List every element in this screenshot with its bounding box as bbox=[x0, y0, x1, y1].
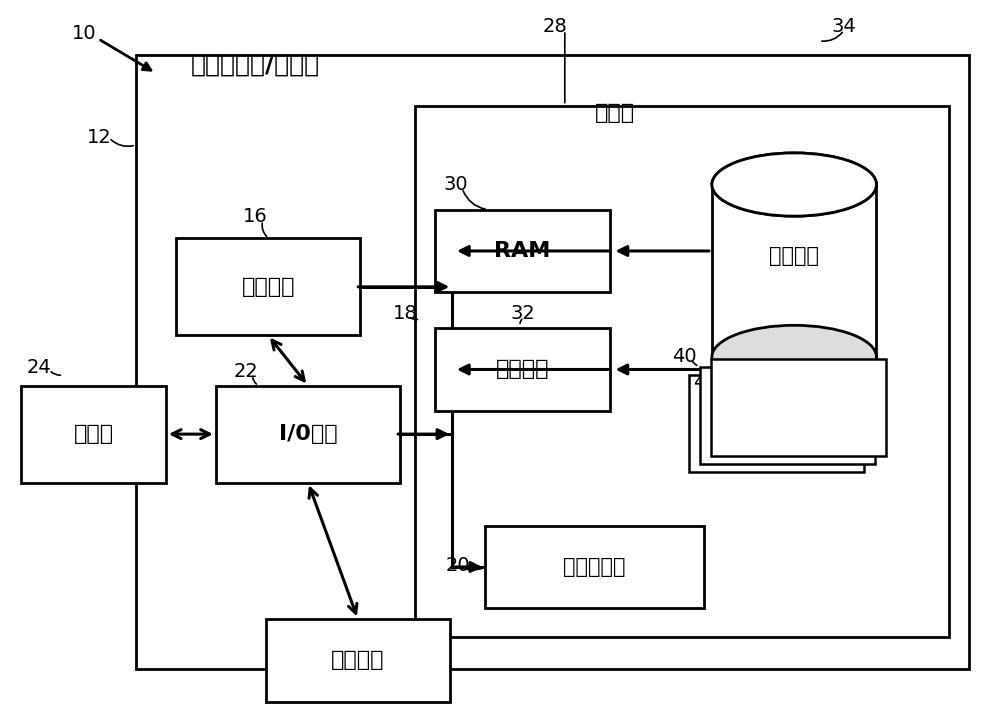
Text: 42: 42 bbox=[693, 373, 718, 392]
Bar bbox=[712, 185, 876, 357]
Text: 10: 10 bbox=[72, 25, 96, 43]
Bar bbox=[266, 619, 450, 702]
Text: 处理单元: 处理单元 bbox=[241, 277, 295, 297]
Text: 34: 34 bbox=[832, 17, 856, 36]
Text: 16: 16 bbox=[243, 208, 268, 226]
Bar bbox=[176, 239, 360, 335]
Ellipse shape bbox=[712, 325, 876, 389]
Text: 30: 30 bbox=[444, 175, 468, 194]
Text: 40: 40 bbox=[672, 348, 697, 366]
Text: 高速缓存: 高速缓存 bbox=[496, 360, 549, 379]
Text: RAM: RAM bbox=[494, 241, 551, 261]
Text: 网络适配器: 网络适配器 bbox=[563, 557, 626, 577]
Text: 显示器: 显示器 bbox=[74, 424, 114, 444]
Bar bbox=[485, 526, 704, 609]
Text: 12: 12 bbox=[87, 128, 111, 147]
Text: 22: 22 bbox=[233, 362, 258, 381]
Ellipse shape bbox=[712, 153, 876, 216]
Text: 存储器: 存储器 bbox=[595, 104, 635, 123]
Text: 计算机系统/服务器: 计算机系统/服务器 bbox=[191, 53, 320, 77]
Bar bbox=[700, 367, 875, 464]
Text: 存储系统: 存储系统 bbox=[769, 247, 819, 266]
Bar bbox=[689, 375, 864, 472]
Text: 24: 24 bbox=[27, 358, 52, 377]
Text: 32: 32 bbox=[511, 304, 535, 323]
Text: 18: 18 bbox=[393, 304, 418, 323]
Text: 20: 20 bbox=[446, 556, 470, 575]
Bar bbox=[136, 56, 969, 669]
Bar bbox=[21, 386, 166, 482]
Bar bbox=[415, 105, 949, 637]
Bar bbox=[711, 359, 886, 456]
Bar bbox=[435, 328, 610, 411]
Bar bbox=[216, 386, 400, 482]
Bar bbox=[435, 210, 610, 292]
Ellipse shape bbox=[712, 153, 876, 216]
Text: 外部设备: 外部设备 bbox=[331, 650, 385, 671]
Text: I/0接口: I/0接口 bbox=[279, 424, 337, 444]
Text: 28: 28 bbox=[542, 17, 567, 36]
